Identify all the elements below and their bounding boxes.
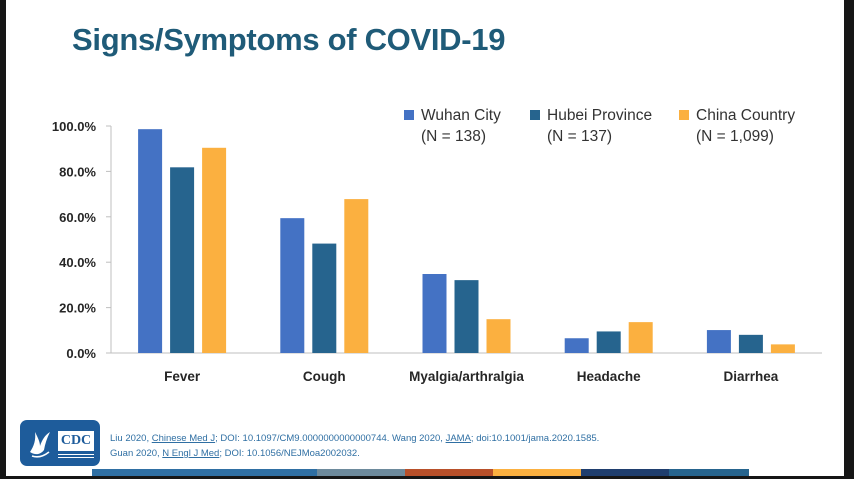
- legend-label-hubei: Hubei Province: [547, 107, 653, 124]
- frame-left-edge: [0, 0, 6, 479]
- legend-label-china: China Country: [696, 107, 796, 124]
- citation-text: ; DOI: 10.1056/NEJMoa2002032.: [219, 448, 360, 459]
- bar: [170, 167, 195, 353]
- y-tick-label: 0.0%: [66, 346, 96, 361]
- citation-journal-link[interactable]: Chinese Med J: [151, 433, 216, 444]
- legend-sub-china: (N = 1,099): [696, 128, 774, 145]
- bar: [564, 338, 589, 353]
- citation-text: Guan 2020,: [110, 448, 163, 459]
- citation-journal-link[interactable]: N Engl J Med: [162, 448, 220, 459]
- cdc-logo: CDC: [20, 420, 100, 466]
- bar: [628, 322, 653, 353]
- y-tick-label: 100.0%: [52, 119, 97, 134]
- slide-title: Signs/Symptoms of COVID-19: [72, 22, 506, 57]
- citations: Liu 2020, Chinese Med J; DOI: 10.1097/CM…: [110, 431, 599, 461]
- bar: [738, 334, 763, 353]
- x-category-label: Diarrhea: [724, 369, 779, 384]
- bar: [202, 147, 227, 353]
- legend-label-wuhan: Wuhan City: [421, 107, 501, 124]
- logo-rule: [58, 454, 94, 455]
- hhs-eagle-icon: [30, 432, 50, 458]
- strip-segment: [317, 469, 405, 476]
- bar: [312, 243, 337, 353]
- strip-segment: [669, 469, 749, 476]
- citation-line-2: Guan 2020, N Engl J Med; DOI: 10.1056/NE…: [110, 446, 599, 461]
- strip-segment: [405, 469, 493, 476]
- citation-line-1: Liu 2020, Chinese Med J; DOI: 10.1097/CM…: [110, 431, 599, 446]
- legend-swatch-wuhan: [404, 110, 414, 120]
- strip-segment: [202, 469, 317, 476]
- bar: [486, 319, 511, 353]
- legend-sub-hubei: (N = 137): [547, 128, 613, 145]
- y-tick-label: 60.0%: [59, 210, 96, 225]
- legend-swatch-hubei: [530, 110, 540, 120]
- legend-sub-wuhan: (N = 138): [421, 128, 487, 145]
- strip-segment: [581, 469, 669, 476]
- x-category-label: Myalgia/arthralgia: [409, 369, 524, 384]
- x-category-label: Headache: [577, 369, 641, 384]
- frame-right-edge: [844, 0, 854, 479]
- strip-segment: [493, 469, 581, 476]
- bar: [422, 274, 447, 353]
- bar: [770, 344, 795, 353]
- y-tick-label: 80.0%: [59, 164, 96, 179]
- bar: [596, 331, 621, 353]
- legend-swatch-china: [679, 110, 689, 120]
- logo-rule: [58, 457, 94, 458]
- cdc-wordmark: CDC: [58, 431, 94, 451]
- bar: [138, 129, 163, 353]
- x-category-label: Cough: [303, 369, 346, 384]
- citation-text: ; DOI: 10.1097/CM9.0000000000000744. Wan…: [215, 433, 446, 444]
- frame-bottom-edge: [0, 476, 854, 479]
- bar: [344, 199, 369, 353]
- bar: [706, 330, 731, 353]
- citation-journal-link[interactable]: JAMA: [445, 433, 471, 444]
- bar: [280, 218, 305, 353]
- bar: [454, 280, 479, 353]
- y-tick-label: 40.0%: [59, 255, 96, 270]
- x-category-label: Fever: [164, 369, 201, 384]
- strip-segment: [92, 469, 202, 476]
- y-tick-label: 20.0%: [59, 301, 96, 316]
- citation-text: ; doi:10.1001/jama.2020.1585.: [470, 433, 600, 444]
- citation-text: Liu 2020,: [110, 433, 152, 444]
